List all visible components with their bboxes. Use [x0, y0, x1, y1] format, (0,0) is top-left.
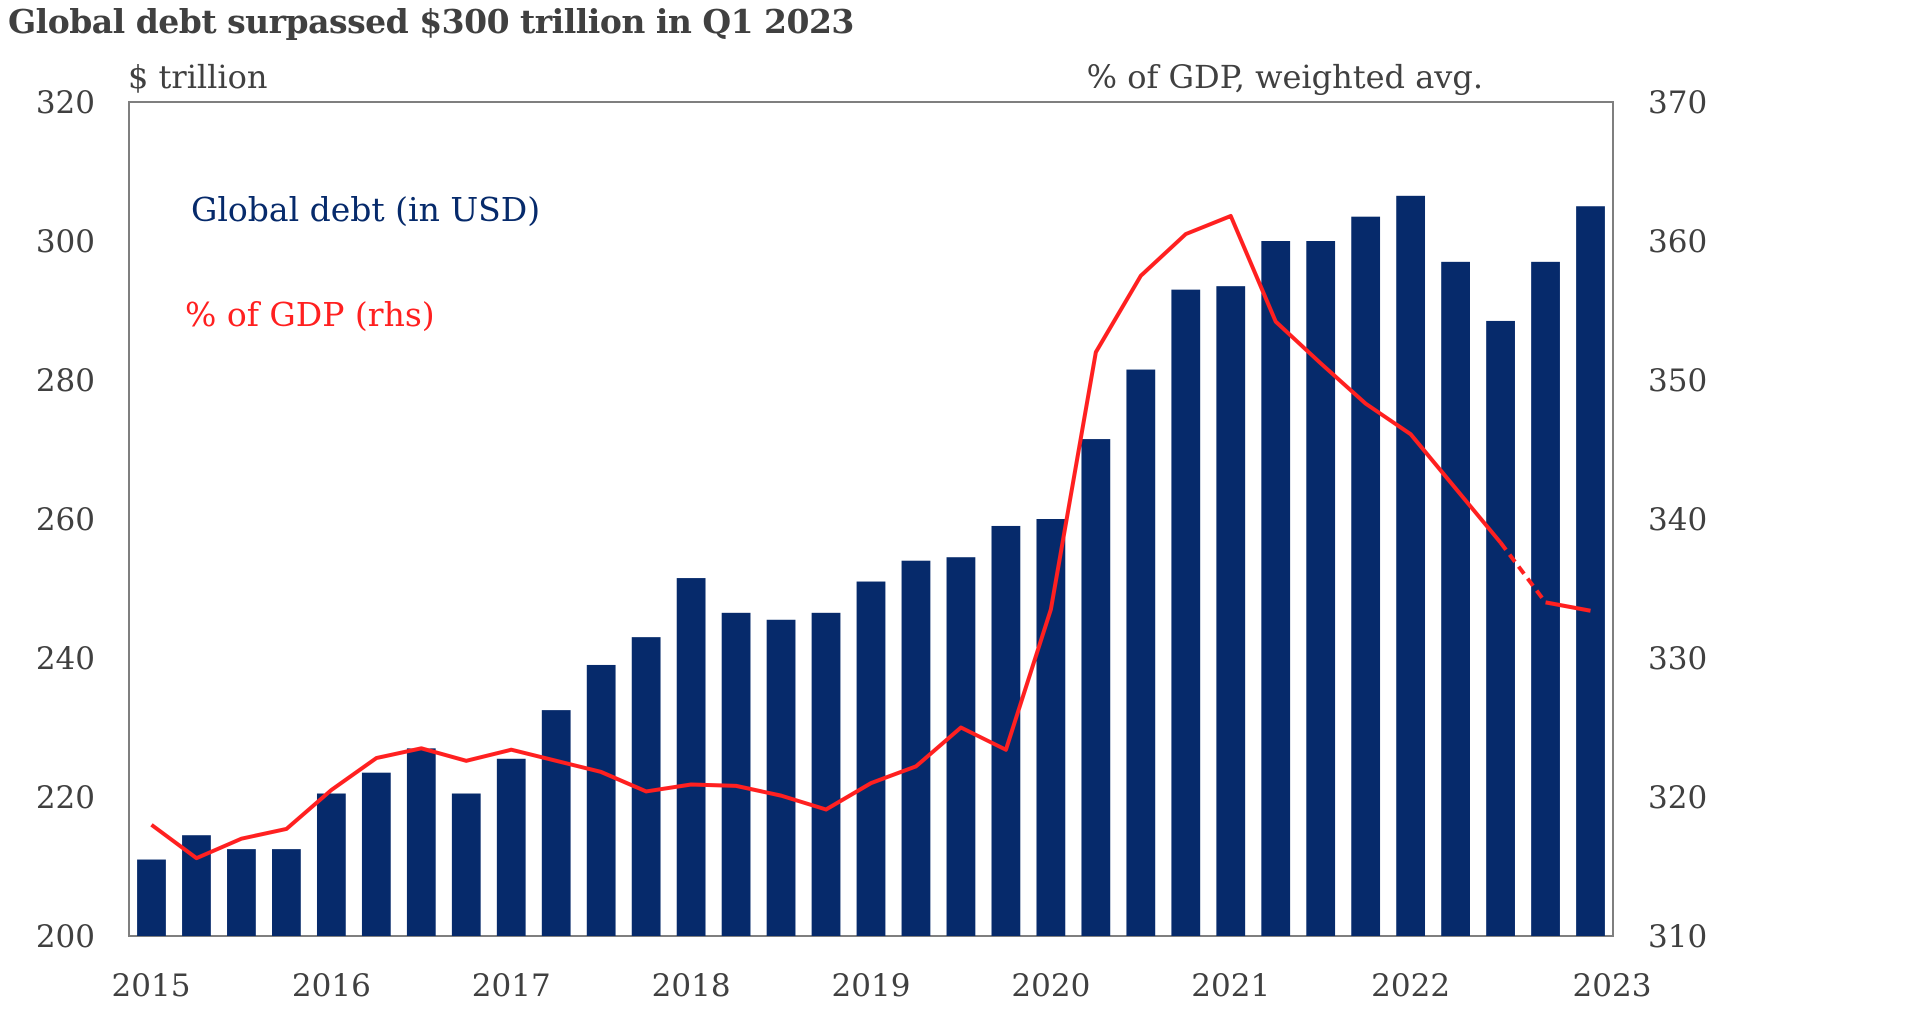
right-tick-label: 310: [1648, 919, 1707, 955]
legend-debt: Global debt (in USD): [191, 190, 540, 229]
x-axis-ticks: 2015 2016 2017 2018 2019 2020 2021 2022 2023: [112, 968, 1652, 1004]
left-axis-ticks: 200 220 240 260 280 300 320: [36, 85, 95, 955]
left-tick-label: 300: [36, 224, 95, 260]
debt-bar: [1036, 519, 1066, 936]
x-tick-label: 2016: [292, 968, 371, 1004]
debt-bar: [227, 849, 256, 936]
right-tick-label: 350: [1648, 363, 1707, 399]
debt-bar: [137, 859, 166, 936]
debt-bar: [1576, 206, 1605, 936]
x-tick-label: 2020: [1011, 968, 1090, 1004]
debt-bar: [451, 793, 481, 936]
debt-bar: [811, 612, 841, 936]
left-axis-unit: $ trillion: [128, 58, 268, 96]
right-axis-unit: % of GDP, weighted avg.: [1087, 58, 1483, 96]
left-tick-label: 280: [36, 363, 95, 399]
debt-bar: [406, 748, 436, 936]
right-tick-label: 340: [1648, 502, 1707, 538]
debt-bar: [272, 849, 301, 936]
debt-bar: [1486, 320, 1515, 936]
debt-bar: [496, 758, 526, 936]
gdp-line-end: [1545, 600, 1591, 613]
x-tick-label: 2018: [652, 968, 731, 1004]
gdp-line-dashed: [1498, 541, 1548, 604]
right-tick-label: 330: [1648, 641, 1707, 677]
debt-bar: [1531, 261, 1560, 937]
left-tick-label: 200: [36, 919, 95, 955]
debt-bar: [586, 664, 616, 936]
x-tick-label: 2017: [472, 968, 551, 1004]
left-tick-label: 320: [36, 85, 95, 121]
debt-bar: [676, 578, 706, 936]
debt-bar: [721, 612, 751, 936]
debt-bar: [991, 525, 1021, 936]
left-tick-label: 240: [36, 641, 95, 677]
x-tick-label: 2021: [1191, 968, 1270, 1004]
debt-bar: [856, 581, 886, 936]
debt-bar: [1081, 439, 1111, 936]
debt-bar: [1126, 369, 1156, 936]
right-axis-ticks: 310 320 330 340 350 360 370: [1648, 85, 1707, 955]
right-tick-label: 370: [1648, 85, 1707, 121]
debt-bar: [1351, 216, 1381, 937]
debt-bar: [1171, 289, 1201, 936]
x-tick-label: 2015: [112, 968, 191, 1004]
x-tick-label: 2023: [1573, 968, 1652, 1004]
debt-bar: [1261, 241, 1291, 936]
gdp-line-group: [150, 213, 1591, 861]
debt-bar: [1396, 195, 1426, 936]
debt-bar: [1306, 241, 1336, 936]
debt-bar: [901, 560, 931, 936]
left-tick-label: 260: [36, 502, 95, 538]
debt-bar: [361, 772, 391, 936]
debt-bar: [316, 793, 346, 936]
debt-bar: [541, 710, 571, 936]
x-tick-label: 2019: [832, 968, 911, 1004]
debt-bar: [766, 619, 796, 936]
debt-bar: [1441, 261, 1470, 937]
chart-title: Global debt surpassed $300 trillion in Q…: [8, 2, 854, 41]
right-tick-label: 360: [1648, 224, 1707, 260]
legend-gdp: % of GDP (rhs): [185, 295, 435, 334]
debt-bar: [946, 557, 976, 936]
right-tick-label: 320: [1648, 780, 1707, 816]
debt-bar: [1216, 286, 1246, 936]
left-tick-label: 220: [36, 780, 95, 816]
x-tick-label: 2022: [1371, 968, 1450, 1004]
gdp-line: [150, 213, 1503, 861]
